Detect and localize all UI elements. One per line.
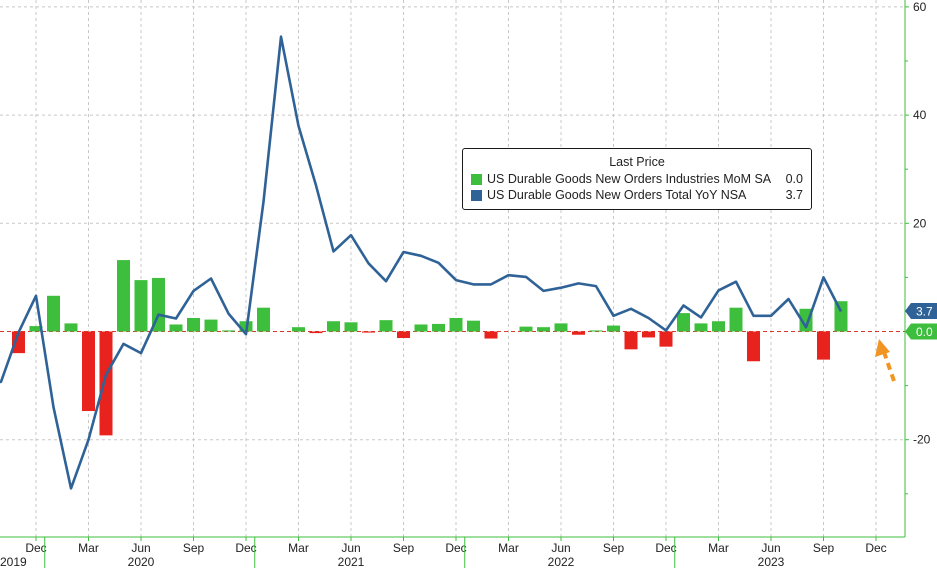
bar-mom bbox=[467, 321, 480, 332]
bar-mom bbox=[677, 313, 690, 331]
bar-mom bbox=[415, 324, 428, 331]
bar-mom bbox=[65, 323, 78, 331]
bar-mom bbox=[835, 301, 848, 331]
bar-mom bbox=[380, 320, 393, 331]
legend-value-yoy: 3.7 bbox=[786, 188, 803, 202]
bar-mom bbox=[292, 327, 305, 331]
legend-entry-mom: US Durable Goods New Orders Industries M… bbox=[471, 171, 803, 187]
bar-mom bbox=[712, 321, 725, 331]
year-label: 2021 bbox=[338, 555, 365, 568]
x-tick-label: Dec bbox=[865, 541, 886, 555]
bar-mom bbox=[222, 330, 235, 331]
bar-mom bbox=[170, 324, 183, 331]
legend-label-mom: US Durable Goods New Orders Industries M… bbox=[487, 172, 780, 186]
legend-entry-yoy: US Durable Goods New Orders Total YoY NS… bbox=[471, 187, 803, 203]
bar-mom bbox=[187, 318, 200, 332]
x-tick-label: Dec bbox=[445, 541, 466, 555]
x-tick-label: Sep bbox=[183, 541, 205, 555]
annotation-arrow-shaft bbox=[884, 352, 894, 381]
year-label: 2020 bbox=[128, 555, 155, 568]
legend-swatch-mom bbox=[471, 174, 482, 185]
x-tick-label: Sep bbox=[813, 541, 835, 555]
legend-value-mom: 0.0 bbox=[786, 172, 803, 186]
bar-mom bbox=[660, 332, 673, 347]
x-tick-label: Dec bbox=[655, 541, 676, 555]
x-tick-label: Sep bbox=[603, 541, 625, 555]
legend-label-yoy: US Durable Goods New Orders Total YoY NS… bbox=[487, 188, 780, 202]
bar-mom bbox=[205, 320, 218, 332]
y-tick-label: 60 bbox=[913, 0, 927, 14]
bar-mom bbox=[362, 332, 375, 333]
bar-mom bbox=[555, 323, 568, 331]
bar-mom bbox=[642, 332, 655, 338]
x-tick-label: Mar bbox=[78, 541, 99, 555]
bar-mom bbox=[450, 318, 463, 332]
bar-mom bbox=[572, 332, 585, 335]
last-price-badge-label: 3.7 bbox=[916, 305, 933, 319]
bar-mom bbox=[432, 324, 445, 332]
bar-mom bbox=[82, 332, 95, 412]
y-tick-label: 20 bbox=[913, 216, 927, 230]
bar-mom bbox=[100, 332, 113, 436]
bar-mom bbox=[625, 332, 638, 350]
bar-mom bbox=[47, 296, 60, 332]
legend: Last Price US Durable Goods New Orders I… bbox=[462, 148, 812, 210]
last-price-badge-label: 0.0 bbox=[916, 325, 933, 339]
bar-mom bbox=[117, 260, 130, 331]
x-tick-label: Mar bbox=[708, 541, 729, 555]
bar-mom bbox=[607, 326, 620, 332]
bar-mom bbox=[485, 332, 498, 339]
x-tick-label: Mar bbox=[498, 541, 519, 555]
annotation-arrow-head bbox=[875, 339, 890, 357]
bar-mom bbox=[257, 308, 270, 332]
bar-mom bbox=[327, 321, 340, 331]
bar-mom bbox=[345, 322, 358, 331]
bar-mom bbox=[730, 308, 743, 332]
x-tick-label: Dec bbox=[235, 541, 256, 555]
x-tick-label: Dec bbox=[25, 541, 46, 555]
year-label: 2019 bbox=[0, 555, 27, 568]
bar-mom bbox=[520, 327, 533, 332]
x-tick-label: Jun bbox=[131, 541, 150, 555]
x-tick-label: Jun bbox=[341, 541, 360, 555]
bar-mom bbox=[397, 332, 410, 338]
x-tick-label: Jun bbox=[761, 541, 780, 555]
legend-title: Last Price bbox=[471, 155, 803, 169]
year-label: 2023 bbox=[758, 555, 785, 568]
bar-mom bbox=[590, 330, 603, 331]
x-tick-label: Sep bbox=[393, 541, 415, 555]
year-label: 2022 bbox=[548, 555, 575, 568]
legend-swatch-yoy bbox=[471, 190, 482, 201]
y-tick-label: 40 bbox=[913, 108, 927, 122]
bar-mom bbox=[747, 332, 760, 362]
bar-mom bbox=[817, 332, 830, 360]
bar-mom bbox=[695, 323, 708, 331]
x-tick-label: Jun bbox=[551, 541, 570, 555]
bar-mom bbox=[310, 332, 323, 334]
x-tick-label: Mar bbox=[288, 541, 309, 555]
bar-mom bbox=[135, 280, 148, 331]
y-tick-label: -20 bbox=[913, 433, 931, 447]
bar-mom bbox=[537, 327, 550, 331]
